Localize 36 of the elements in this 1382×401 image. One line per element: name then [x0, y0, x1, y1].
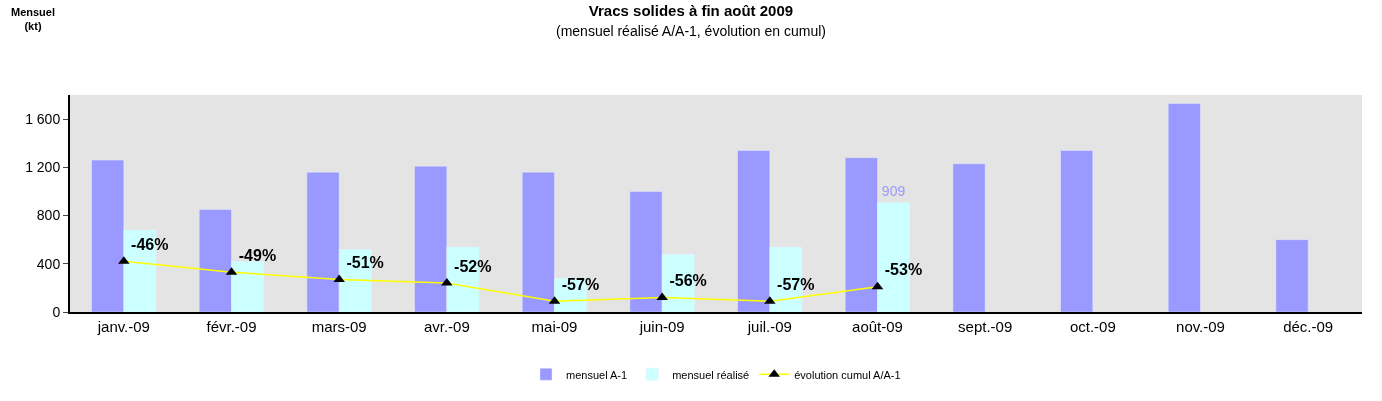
- legend-label: évolution cumul A/A-1: [794, 368, 901, 381]
- x-tick-label: juil.-09: [746, 318, 792, 335]
- data-label: -49%: [238, 246, 277, 264]
- bar: [1167, 103, 1201, 312]
- data-label: -57%: [777, 275, 815, 293]
- x-tick-label: févr.-09: [206, 318, 257, 335]
- legend-label: mensuel réalisé: [672, 368, 750, 381]
- x-tick-label: déc.-09: [1283, 318, 1334, 335]
- data-label: -52%: [454, 257, 492, 275]
- y-tick-label: 800: [36, 207, 61, 224]
- bar: [1060, 150, 1094, 312]
- x-tick-label: mars-09: [311, 318, 367, 335]
- x-tick-label: août-09: [852, 318, 903, 335]
- data-label: 909: [881, 183, 906, 200]
- data-label: -53%: [884, 261, 923, 279]
- data-label: -56%: [669, 272, 707, 290]
- data-label: -57%: [561, 275, 600, 293]
- x-tick-label: sept.-09: [958, 318, 1013, 335]
- data-label: -51%: [346, 254, 384, 272]
- x-tick-label: mai-09: [531, 318, 578, 335]
- x-tick-label: juin-09: [638, 318, 685, 335]
- bar: [1275, 239, 1309, 312]
- y-tick-label: 0: [52, 303, 61, 320]
- chart-subtitle: (mensuel réalisé A/A-1, évolution en cumul): [555, 22, 827, 39]
- chart-title: Vracs solides à fin août 2009: [588, 2, 794, 20]
- y-tick-label: 400: [36, 255, 61, 272]
- y-tick-label: 1 200: [25, 159, 61, 176]
- text: Mensuel (kt): [11, 6, 56, 33]
- x-tick-label: janv.-09: [96, 318, 150, 335]
- bar: [952, 163, 986, 312]
- data-label: -46%: [131, 236, 169, 254]
- x-tick-label: avr.-09: [423, 318, 470, 335]
- x-tick-label: oct.-09: [1069, 318, 1116, 335]
- x-tick-label: nov.-09: [1176, 318, 1225, 335]
- legend-label: mensuel A-1: [566, 368, 628, 381]
- y-tick-label: 1 600: [25, 111, 61, 128]
